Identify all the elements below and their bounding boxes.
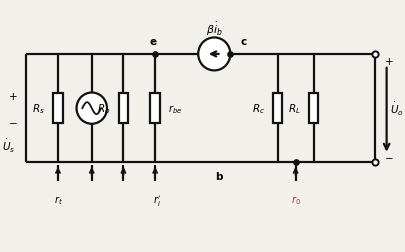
Circle shape: [198, 38, 230, 71]
Text: $-$: $-$: [8, 117, 17, 127]
Text: e: e: [149, 37, 156, 47]
Text: $\dot{U}_o$: $\dot{U}_o$: [389, 100, 403, 117]
Text: $+$: $+$: [383, 56, 393, 67]
Text: $r_t$: $r_t$: [53, 194, 62, 207]
Circle shape: [77, 93, 107, 124]
Text: $R_c$: $R_c$: [251, 102, 264, 116]
Text: c: c: [240, 37, 246, 47]
Text: $r_{be}$: $r_{be}$: [167, 102, 181, 115]
Text: $-$: $-$: [383, 151, 393, 161]
Text: $R_L$: $R_L$: [287, 102, 300, 116]
Bar: [119, 93, 128, 124]
Text: b: b: [214, 171, 222, 181]
Text: $\dot{U}_s$: $\dot{U}_s$: [2, 137, 15, 154]
Text: $+$: $+$: [8, 90, 17, 101]
Text: $R_s$: $R_s$: [32, 102, 45, 116]
Text: $r_0$: $r_0$: [290, 194, 300, 207]
Text: $\beta \dot{i}_{b}$: $\beta \dot{i}_{b}$: [205, 21, 222, 38]
Bar: [150, 93, 160, 124]
Bar: [272, 93, 281, 124]
Text: $r_i'$: $r_i'$: [153, 194, 161, 208]
Bar: [308, 93, 318, 124]
Text: $R_b$: $R_b$: [97, 102, 111, 116]
Bar: [53, 93, 62, 124]
